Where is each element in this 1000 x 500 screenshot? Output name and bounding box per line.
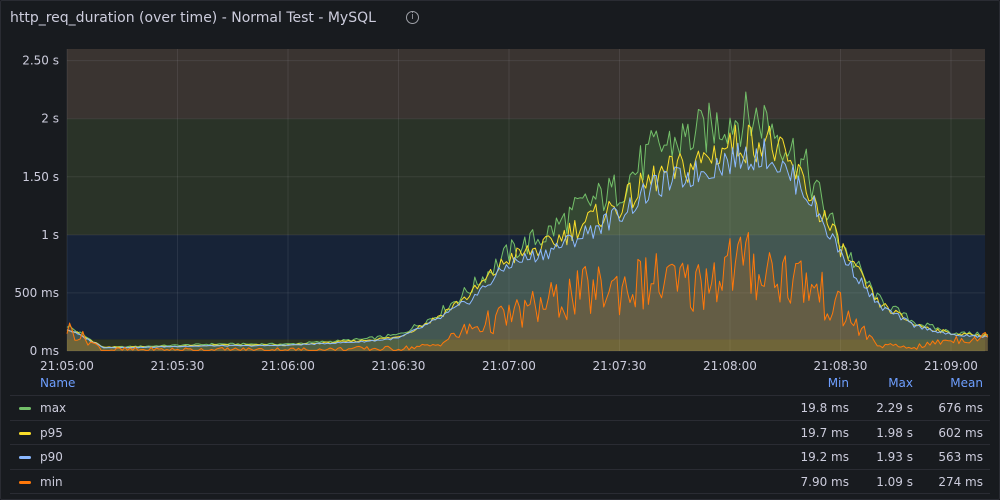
legend-row-p95[interactable]: p95 19.7 ms 1.98 s 602 ms xyxy=(10,421,990,445)
threshold-band xyxy=(67,49,985,119)
threshold-band xyxy=(67,234,985,340)
y-tick-label: 500 ms xyxy=(14,286,59,300)
legend-swatch-p90 xyxy=(19,456,31,459)
legend-min-value: 19.7 ms xyxy=(800,425,849,440)
legend-series-name[interactable]: min xyxy=(40,474,63,489)
legend-max-value: 1.93 s xyxy=(876,450,913,464)
legend-series-name[interactable]: p90 xyxy=(40,450,63,464)
legend-min-value: 19.2 ms xyxy=(800,450,849,464)
series-line-p90 xyxy=(66,138,988,349)
legend-table: Name Min Max Mean max 19.8 ms 2.29 s 676… xyxy=(10,373,990,494)
x-tick-label: 21:08:00 xyxy=(703,359,757,373)
series-line-max xyxy=(66,91,988,349)
legend-max-value: 1.98 s xyxy=(876,425,913,440)
legend-min-value: 7.90 ms xyxy=(800,474,849,489)
y-tick-label: 2 s xyxy=(41,112,59,126)
legend-max-value: 1.09 s xyxy=(876,474,913,489)
legend-swatch-p95 xyxy=(19,431,31,435)
x-tick-label: 21:07:00 xyxy=(482,359,536,373)
legend-series-name[interactable]: max xyxy=(40,401,67,415)
legend-swatch-max xyxy=(19,407,31,410)
legend-header-row: Name Min Max Mean xyxy=(10,373,990,396)
series-area-min xyxy=(67,232,988,351)
x-tick-label: 21:07:30 xyxy=(593,359,647,373)
x-tick-label: 21:09:00 xyxy=(924,359,978,373)
x-tick-label: 21:06:30 xyxy=(372,359,426,373)
legend-mean-value: 676 ms xyxy=(938,401,983,415)
series-area-p95 xyxy=(67,125,988,351)
x-tick-label: 21:05:00 xyxy=(40,359,94,373)
series-area-p90 xyxy=(67,138,988,351)
legend-min-value: 19.8 ms xyxy=(800,401,849,415)
legend-header-name[interactable]: Name xyxy=(40,376,76,390)
series-line-min xyxy=(66,232,989,351)
legend-header-min[interactable]: Min xyxy=(827,376,849,390)
x-tick-label: 21:08:30 xyxy=(814,359,868,373)
legend-row-min[interactable]: min 7.90 ms 1.09 s 274 ms xyxy=(10,470,990,494)
legend-series-name[interactable]: p95 xyxy=(40,425,63,440)
threshold-band xyxy=(67,339,985,351)
legend-max-value: 2.29 s xyxy=(876,401,913,415)
info-icon[interactable]: i xyxy=(406,11,419,24)
legend-mean-value: 274 ms xyxy=(938,474,983,489)
x-tick-label: 21:05:30 xyxy=(151,359,205,373)
legend-mean-value: 602 ms xyxy=(938,425,983,440)
panel-header[interactable]: http_req_duration (over time) - Normal T… xyxy=(1,1,999,35)
legend-mean-value: 563 ms xyxy=(938,450,983,464)
legend-row-p90[interactable]: p90 19.2 ms 1.93 s 563 ms xyxy=(10,445,990,470)
legend-header-max[interactable]: Max xyxy=(888,376,913,390)
legend-header-mean[interactable]: Mean xyxy=(950,376,983,390)
y-tick-label: 1 s xyxy=(41,228,59,242)
x-tick-label: 21:06:00 xyxy=(261,359,315,373)
legend-row-max[interactable]: max 19.8 ms 2.29 s 676 ms xyxy=(10,396,990,421)
y-tick-label: 2.50 s xyxy=(22,54,59,68)
panel-title: http_req_duration (over time) - Normal T… xyxy=(10,10,376,26)
chart[interactable]: 0 ms 500 ms 1 s 1.50 s 2 s 2.50 s 21:05:00 21:0… xyxy=(1,1,1000,373)
y-tick-label: 0 ms xyxy=(30,344,59,358)
threshold-band xyxy=(67,118,985,235)
legend-swatch-min xyxy=(19,480,31,484)
y-tick-label: 1.50 s xyxy=(22,170,59,184)
